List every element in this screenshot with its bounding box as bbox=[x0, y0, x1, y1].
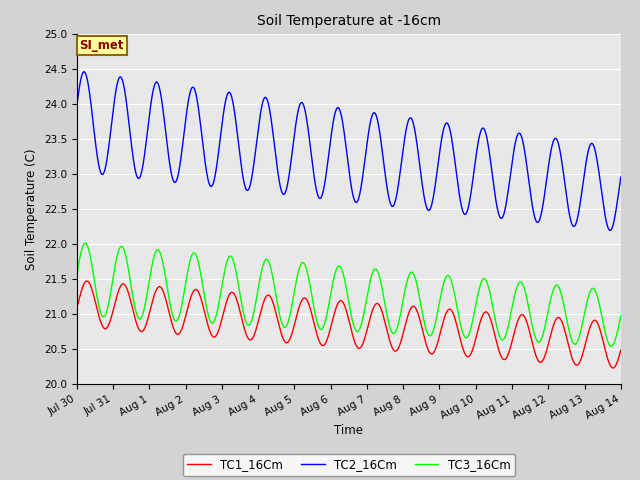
TC3_16Cm bbox=[602, 330, 609, 336]
TC2_16Cm bbox=[602, 214, 609, 219]
TC3_16Cm bbox=[81, 240, 89, 246]
TC3_16Cm bbox=[617, 313, 625, 319]
TC3_16Cm bbox=[607, 343, 615, 349]
Y-axis label: Soil Temperature (C): Soil Temperature (C) bbox=[25, 148, 38, 270]
TC2_16Cm bbox=[323, 164, 331, 169]
TC1_16Cm bbox=[609, 365, 617, 371]
TC2_16Cm bbox=[617, 174, 625, 180]
TC1_16Cm bbox=[323, 336, 331, 342]
TC3_16Cm bbox=[338, 266, 346, 272]
TC2_16Cm bbox=[502, 205, 509, 211]
TC2_16Cm bbox=[338, 114, 346, 120]
TC1_16Cm bbox=[83, 278, 91, 284]
TC3_16Cm bbox=[601, 328, 609, 334]
TC3_16Cm bbox=[73, 272, 81, 278]
TC1_16Cm bbox=[338, 298, 346, 304]
TC3_16Cm bbox=[101, 313, 109, 319]
X-axis label: Time: Time bbox=[334, 423, 364, 437]
TC2_16Cm bbox=[80, 69, 88, 75]
TC1_16Cm bbox=[502, 356, 509, 362]
Line: TC1_16Cm: TC1_16Cm bbox=[77, 281, 621, 368]
TC3_16Cm bbox=[502, 333, 509, 339]
TC2_16Cm bbox=[101, 167, 109, 173]
TC2_16Cm bbox=[73, 103, 81, 109]
TC1_16Cm bbox=[617, 347, 625, 353]
Legend: TC1_16Cm, TC2_16Cm, TC3_16Cm: TC1_16Cm, TC2_16Cm, TC3_16Cm bbox=[182, 454, 515, 476]
TC1_16Cm bbox=[601, 346, 609, 352]
TC1_16Cm bbox=[73, 305, 81, 311]
TC2_16Cm bbox=[606, 228, 614, 233]
TC3_16Cm bbox=[323, 310, 331, 316]
TC2_16Cm bbox=[601, 212, 609, 218]
Text: SI_met: SI_met bbox=[79, 39, 124, 52]
Line: TC2_16Cm: TC2_16Cm bbox=[77, 72, 621, 230]
TC1_16Cm bbox=[101, 326, 109, 332]
Title: Soil Temperature at -16cm: Soil Temperature at -16cm bbox=[257, 14, 441, 28]
TC1_16Cm bbox=[602, 347, 609, 353]
Line: TC3_16Cm: TC3_16Cm bbox=[77, 243, 621, 346]
